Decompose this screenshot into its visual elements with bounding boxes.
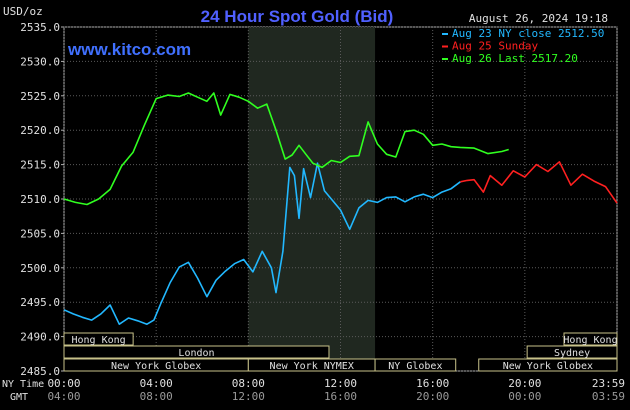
- session-label: New York Globex: [111, 361, 201, 372]
- nymex-hours-band: [248, 27, 376, 371]
- session-label: Sydney: [554, 348, 590, 359]
- y-tick-label: 2520.0: [20, 124, 60, 137]
- y-tick-label: 2495.0: [20, 296, 60, 309]
- chart-title: 24 Hour Spot Gold (Bid): [201, 7, 394, 26]
- session-bar: [478, 358, 618, 372]
- y-tick-label: 2525.0: [20, 90, 60, 103]
- session-bar: [563, 332, 618, 346]
- x-tick-label-ny: 20:00: [508, 377, 541, 390]
- session-label: Hong Kong: [563, 335, 617, 346]
- x-tick-label-gmt: 12:00: [232, 390, 265, 403]
- legend-swatch: [442, 45, 448, 48]
- y-tick-label: 2530.0: [20, 55, 60, 68]
- website-label: www.kitco.com: [67, 40, 191, 59]
- x-tick-label-gmt: 16:00: [324, 390, 357, 403]
- x-tick-label-gmt: 00:00: [508, 390, 541, 403]
- x-tick-label-ny: 16:00: [416, 377, 449, 390]
- series-line-2: [63, 92, 509, 206]
- gmt-row-label: GMT: [10, 392, 28, 403]
- market-sessions: Hong Kong Hong Kong London Sydney New York G…: [63, 332, 618, 372]
- x-tick-label-gmt: 04:00: [47, 390, 80, 403]
- x-tick-label-ny: 08:00: [232, 377, 265, 390]
- session-label: NY Globex: [388, 361, 442, 372]
- y-tick-label: 2535.0: [20, 21, 60, 34]
- series-line-1: [460, 161, 618, 204]
- session-bar: [63, 345, 330, 359]
- x-axis: 00:0004:0004:0008:0008:0012:0012:0016:00…: [47, 377, 625, 403]
- session-bar: [374, 358, 457, 372]
- session-bar: [63, 332, 134, 346]
- x-tick-label-gmt: 03:59: [592, 390, 625, 403]
- y-tick-label: 2505.0: [20, 227, 60, 240]
- series-line-0: [63, 162, 461, 326]
- y-tick-label: 2490.0: [20, 331, 60, 344]
- grid-lines: [63, 26, 618, 372]
- y-tick-label: 2485.0: [20, 365, 60, 378]
- x-tick-label-ny: 12:00: [324, 377, 357, 390]
- y-tick-label: 2500.0: [20, 262, 60, 275]
- y-axis: 2535.0 2530.0 2525.0 2520.0 2515.0 2510.0 2505…: [20, 21, 64, 378]
- y-tick-label: 2515.0: [20, 159, 60, 172]
- x-tick-label-ny: 04:00: [140, 377, 173, 390]
- session-label: Hong Kong: [71, 335, 125, 346]
- session-label: London: [178, 348, 214, 359]
- ny-time-row-label: NY Time: [2, 379, 44, 390]
- y-tick-label: 2510.0: [20, 193, 60, 206]
- x-tick-label-gmt: 08:00: [140, 390, 173, 403]
- legend-label: Aug 23 NY close 2512.50: [452, 27, 604, 40]
- y-unit-label: USD/oz: [3, 5, 43, 18]
- series-group: [63, 92, 618, 326]
- legend-label: Aug 25 Sunday: [452, 40, 538, 53]
- x-tick-label-ny: 00:00: [47, 377, 80, 390]
- legend-swatch: [442, 33, 448, 35]
- session-label: New York NYMEX: [270, 361, 354, 372]
- session-bar: [526, 345, 618, 359]
- x-tick-label-gmt: 20:00: [416, 390, 449, 403]
- legend-label: Aug 26 Last 2517.20: [452, 52, 578, 65]
- timestamp: August 26, 2024 19:18: [469, 12, 608, 25]
- legend-swatch: [442, 58, 448, 60]
- session-label: New York Globex: [503, 361, 593, 372]
- x-tick-label-ny: 23:59: [592, 377, 625, 390]
